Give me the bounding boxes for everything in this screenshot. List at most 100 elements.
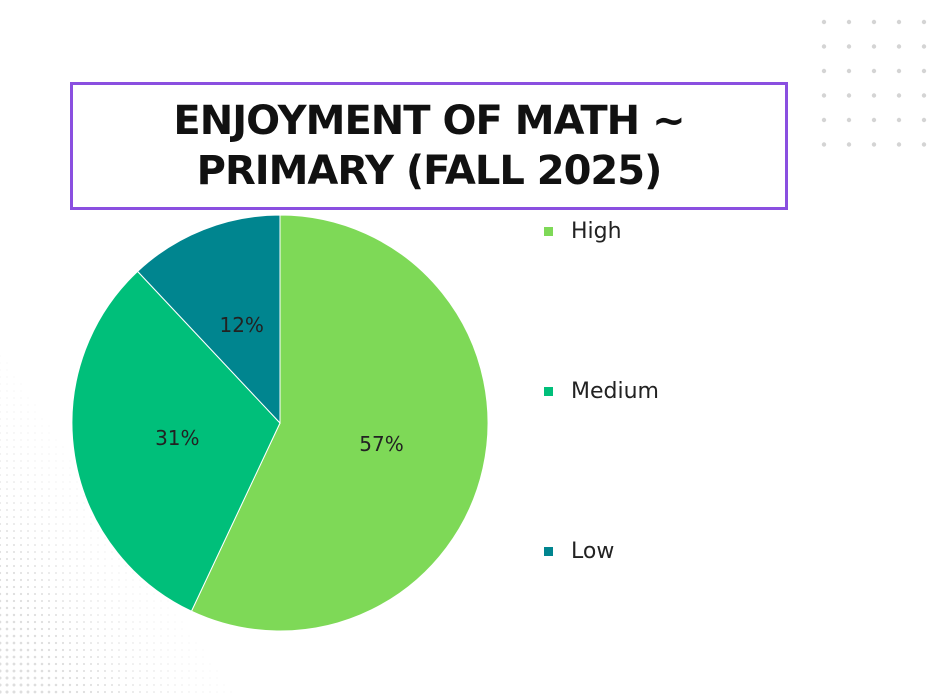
decorative-dot [821, 44, 827, 49]
decorative-halftone-dot [118, 600, 120, 602]
decorative-halftone-dot [41, 425, 43, 427]
decorative-halftone-dot [26, 690, 30, 694]
decorative-halftone-dot [90, 579, 92, 581]
decorative-halftone-dot [132, 642, 134, 644]
decorative-halftone-dot [48, 474, 50, 476]
decorative-halftone-dot [34, 537, 36, 539]
decorative-halftone-dot [90, 572, 92, 574]
decorative-halftone-dot [75, 690, 79, 694]
decorative-halftone-dot [55, 488, 57, 490]
decorative-halftone-dot [181, 691, 183, 693]
decorative-halftone-dot [139, 663, 141, 665]
decorative-halftone-dot [181, 621, 183, 623]
decorative-halftone-dot [125, 635, 127, 637]
decorative-halftone-dot [55, 586, 57, 588]
decorative-halftone-dot [40, 655, 44, 659]
decorative-halftone-dot [0, 404, 1, 406]
decorative-halftone-dot [55, 551, 57, 553]
decorative-halftone-dot [82, 676, 86, 680]
decorative-halftone-dot [174, 649, 176, 651]
decorative-halftone-dot [40, 627, 44, 631]
chart-title-box: ENJOYMENT OF MATH ~ PRIMARY (FALL 2025) [70, 82, 788, 210]
decorative-halftone-dot [174, 684, 176, 686]
decorative-halftone-dot [41, 439, 43, 441]
decorative-halftone-dot [6, 369, 8, 371]
decorative-halftone-dot [62, 467, 64, 469]
decorative-halftone-dot [41, 572, 43, 574]
decorative-halftone-dot [125, 677, 127, 679]
decorative-halftone-dot [62, 614, 64, 616]
decorative-halftone-dot [55, 600, 57, 602]
decorative-halftone-dot [167, 691, 169, 693]
decorative-halftone-dot [132, 684, 134, 686]
decorative-halftone-dot [41, 516, 43, 518]
decorative-halftone-dot [19, 592, 23, 596]
decorative-dot [896, 142, 902, 147]
decorative-halftone-dot [75, 669, 79, 673]
decorative-halftone-dot [0, 606, 2, 610]
decorative-halftone-dot [12, 557, 16, 561]
decorative-halftone-dot [167, 670, 169, 672]
decorative-halftone-dot [188, 663, 190, 665]
decorative-halftone-dot [61, 627, 65, 631]
decorative-halftone-dot [146, 600, 148, 602]
decorative-halftone-dot [40, 613, 44, 617]
decorative-halftone-dot [20, 383, 22, 385]
decorative-halftone-dot [76, 635, 78, 637]
decorative-halftone-dot [125, 565, 127, 567]
decorative-dot [821, 19, 827, 25]
decorative-halftone-dot [0, 460, 1, 462]
decorative-halftone-dot [13, 453, 15, 455]
decorative-halftone-dot [55, 495, 57, 497]
decorative-halftone-dot [19, 578, 23, 582]
decorative-halftone-dot [41, 460, 43, 462]
decorative-halftone-dot [153, 663, 155, 665]
decorative-halftone-dot [97, 586, 99, 588]
decorative-halftone-dot [27, 460, 29, 462]
decorative-halftone-dot [111, 565, 113, 567]
decorative-halftone-dot [111, 670, 113, 672]
decorative-halftone-dot [76, 586, 78, 588]
decorative-halftone-dot [0, 627, 2, 631]
decorative-halftone-dot [69, 579, 71, 581]
decorative-halftone-dot [76, 579, 78, 581]
decorative-halftone-dot [33, 606, 37, 610]
decorative-halftone-dot [13, 460, 15, 462]
decorative-halftone-dot [5, 613, 9, 617]
decorative-halftone-dot [111, 621, 113, 623]
decorative-halftone-dot [104, 635, 106, 637]
decorative-halftone-dot [104, 677, 106, 679]
pie-data-label-medium: 31% [155, 426, 199, 450]
decorative-halftone-dot [40, 683, 44, 687]
decorative-halftone-dot [47, 620, 51, 624]
decorative-halftone-dot [62, 600, 64, 602]
decorative-halftone-dot [195, 663, 197, 665]
decorative-halftone-dot [12, 592, 16, 596]
decorative-halftone-dot [13, 467, 15, 469]
decorative-halftone-dot [13, 411, 15, 413]
decorative-halftone-dot [54, 620, 58, 624]
decorative-halftone-dot [153, 600, 155, 602]
decorative-halftone-dot [83, 628, 85, 630]
decorative-halftone-dot [54, 690, 58, 694]
decorative-halftone-dot [146, 621, 148, 623]
decorative-halftone-dot [146, 649, 148, 651]
decorative-halftone-dot [111, 593, 113, 595]
decorative-halftone-dot [6, 502, 8, 504]
decorative-dot [871, 44, 877, 49]
decorative-halftone-dot [146, 614, 148, 616]
decorative-halftone-dot [62, 509, 64, 511]
decorative-halftone-dot [146, 691, 148, 693]
decorative-halftone-dot [82, 669, 86, 673]
decorative-halftone-dot [132, 628, 134, 630]
decorative-halftone-dot [132, 600, 134, 602]
legend-label-low: Low [571, 539, 615, 564]
decorative-halftone-dot [26, 648, 30, 652]
decorative-halftone-dot [40, 620, 44, 624]
decorative-halftone-dot [111, 572, 113, 574]
decorative-halftone-dot [19, 648, 23, 652]
decorative-halftone-dot [90, 614, 92, 616]
decorative-halftone-dot [40, 641, 44, 645]
decorative-halftone-dot [111, 684, 113, 686]
decorative-halftone-dot [55, 509, 57, 511]
